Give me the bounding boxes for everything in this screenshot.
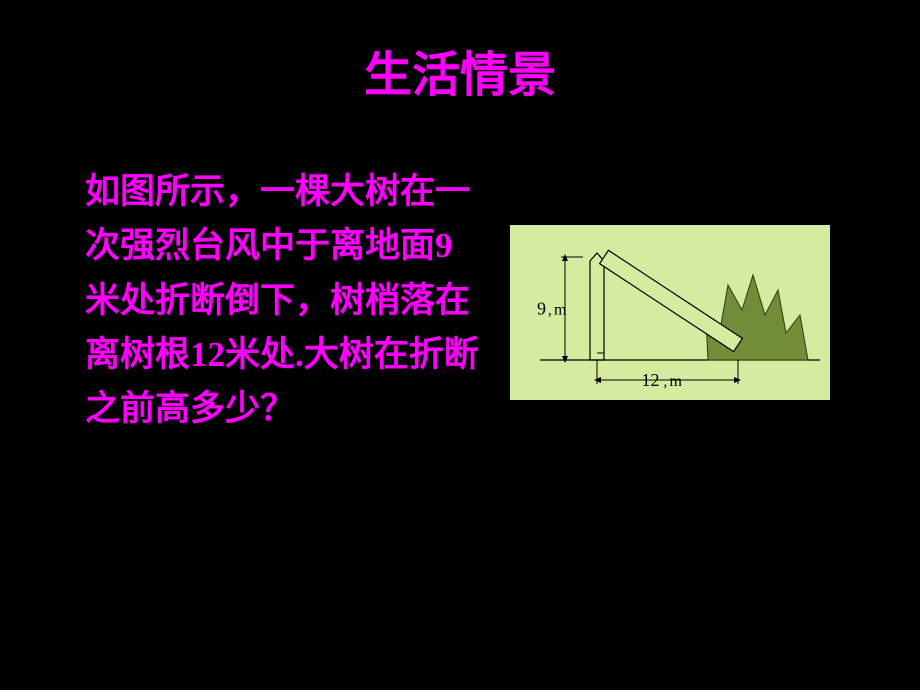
tree-diagram: 9,m12,m: [510, 225, 830, 400]
svg-text:m: m: [670, 373, 683, 390]
problem-text: 如图所示，一棵大树在一次强烈台风中于离地面9米处折断倒下，树梢落在离树根12米处…: [85, 165, 485, 436]
svg-text:,: ,: [664, 374, 668, 390]
svg-text:m: m: [554, 302, 567, 319]
svg-text:9: 9: [537, 299, 546, 319]
svg-text:,: ,: [548, 303, 552, 319]
svg-text:12: 12: [642, 370, 660, 390]
slide-title: 生活情景: [0, 35, 920, 105]
